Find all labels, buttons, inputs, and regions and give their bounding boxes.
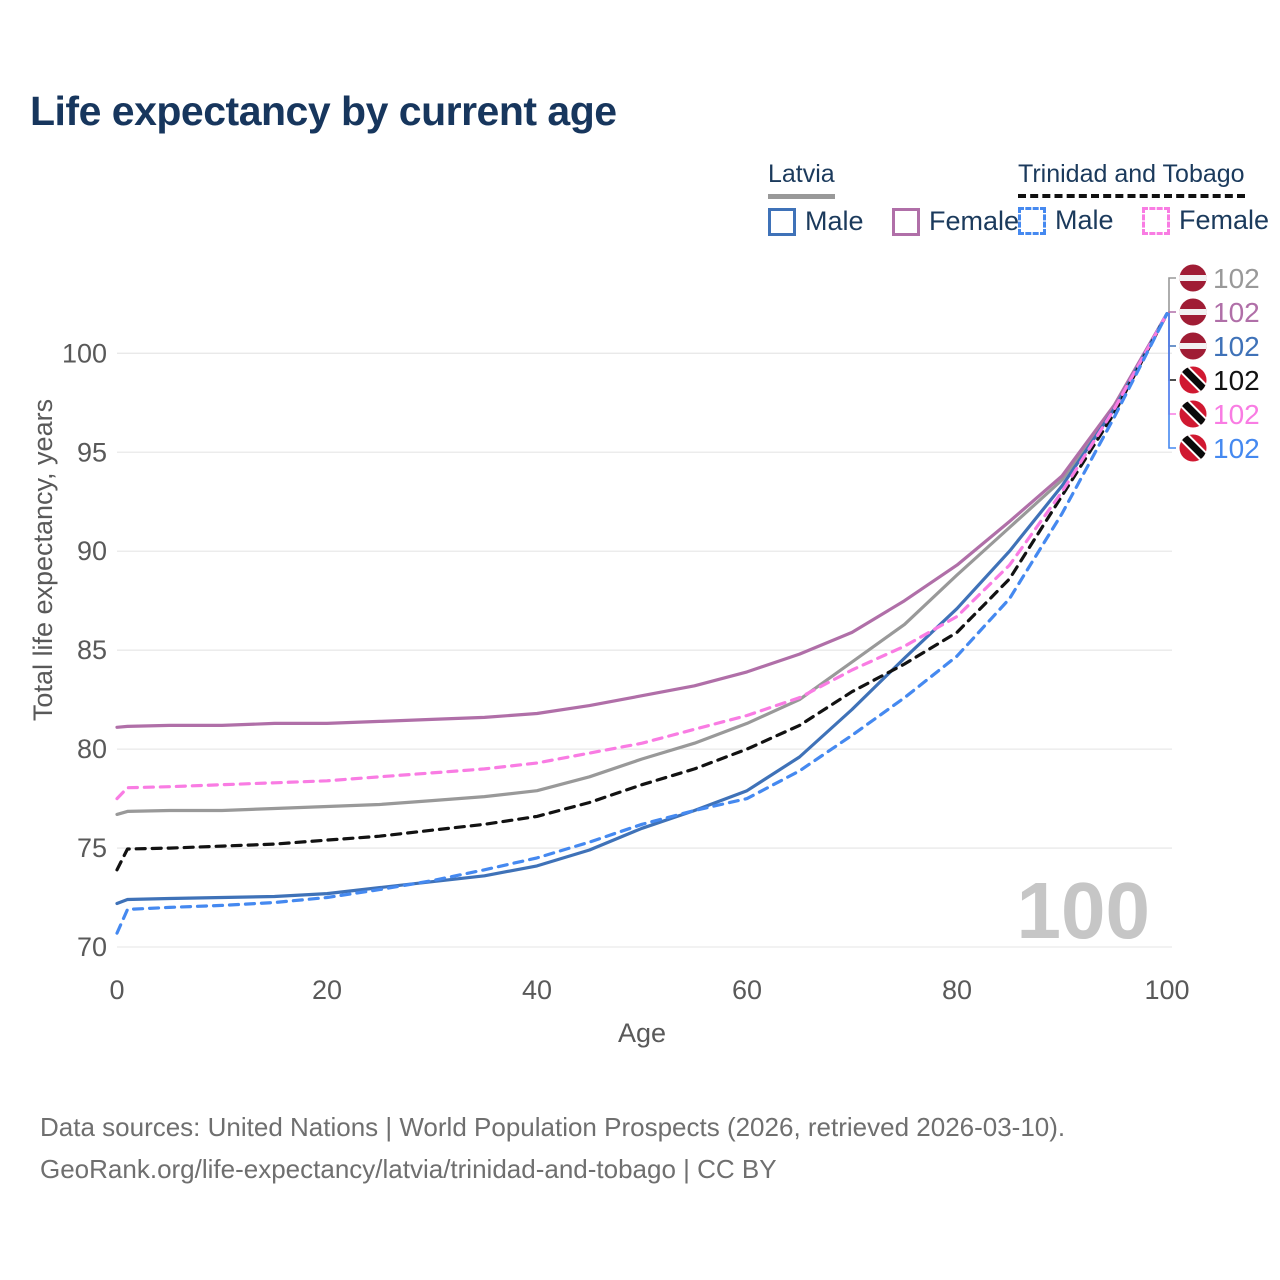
end-value-label: 102 <box>1213 263 1260 294</box>
age-watermark: 100 <box>1017 866 1150 955</box>
trinidad-and-tobago-flag-icon <box>1179 400 1207 428</box>
x-tick-label: 80 <box>942 975 972 1005</box>
legend-swatch-trinidad-female-icon <box>1141 206 1170 235</box>
legend-item-label: Male <box>805 206 864 236</box>
legend-swatch-trinidad-male-icon <box>1018 206 1046 235</box>
x-tick-label: 100 <box>1144 975 1189 1005</box>
legend-item-latvia-male[interactable]: Male <box>768 206 864 237</box>
end-value-label: 102 <box>1213 433 1260 464</box>
latvia-flag-icon <box>1179 264 1207 292</box>
y-tick-label: 85 <box>77 635 107 665</box>
legend-item-label: Female <box>1178 205 1270 235</box>
y-tick-label: 100 <box>62 338 107 368</box>
end-label-connector <box>1167 277 1176 315</box>
x-axis-title: Age <box>618 1018 666 1048</box>
legend-item-trinidad-female[interactable]: Female <box>1141 205 1270 236</box>
series-line-4 <box>115 312 1169 801</box>
y-tick-label: 95 <box>77 437 107 467</box>
data-sources-text: Data sources: United Nations | World Pop… <box>40 1112 1066 1142</box>
end-value-label: 102 <box>1213 297 1260 328</box>
x-tick-label: 20 <box>312 975 342 1005</box>
legend-country-latvia: Latvia <box>768 160 835 199</box>
y-tick-label: 90 <box>77 536 107 566</box>
trinidad-and-tobago-flag-icon <box>1179 366 1207 394</box>
x-tick-label: 0 <box>109 975 124 1005</box>
attribution-link-text: GeoRank.org/life-expectancy/latvia/trini… <box>40 1154 777 1184</box>
series-line-5 <box>115 312 1169 935</box>
legend-swatch-latvia-female-icon <box>891 207 920 236</box>
series-line-1 <box>115 312 1169 729</box>
trinidad-and-tobago-flag-icon <box>1179 434 1207 462</box>
latvia-flag-icon <box>1179 298 1207 326</box>
y-tick-label: 80 <box>77 734 107 764</box>
series-line-0 <box>115 312 1169 816</box>
legend-item-label: Female <box>928 206 1020 236</box>
chart-canvas: 70 75 80 85 90 95 100 0 20 40 60 80 100 Age Total life… <box>28 263 1260 1048</box>
end-value-label: 102 <box>1213 331 1260 362</box>
y-tick-label: 75 <box>77 833 107 863</box>
legend-group-trinidad-and-tobago: Trinidad and Tobago Male Female <box>1018 160 1280 240</box>
x-tick-label: 40 <box>522 975 552 1005</box>
legend-item-latvia-female[interactable]: Female <box>891 206 1020 237</box>
legend-country-trinidad-and-tobago: Trinidad and Tobago <box>1018 160 1245 198</box>
legend-swatch-latvia-male-icon <box>768 207 796 236</box>
legend-item-label: Male <box>1055 205 1114 235</box>
latvia-flag-icon <box>1179 332 1207 360</box>
legend-item-trinidad-male[interactable]: Male <box>1018 205 1114 236</box>
chart-title: Life expectancy by current age <box>30 88 617 134</box>
end-value-label: 102 <box>1213 365 1260 396</box>
end-label-connector <box>1167 312 1176 449</box>
y-tick-label: 70 <box>77 932 107 962</box>
end-value-label: 102 <box>1213 399 1260 430</box>
series-line-2 <box>115 312 1169 906</box>
y-axis-title: Total life expectancy, years <box>28 399 58 721</box>
series-line-3 <box>115 312 1169 872</box>
chart-footer: Data sources: United Nations | World Pop… <box>40 1106 1065 1190</box>
legend-group-latvia: Latvia Male Female <box>768 160 1043 241</box>
x-tick-label: 60 <box>732 975 762 1005</box>
legend: Latvia Male Female Trinidad and Tobago M… <box>0 160 1280 240</box>
